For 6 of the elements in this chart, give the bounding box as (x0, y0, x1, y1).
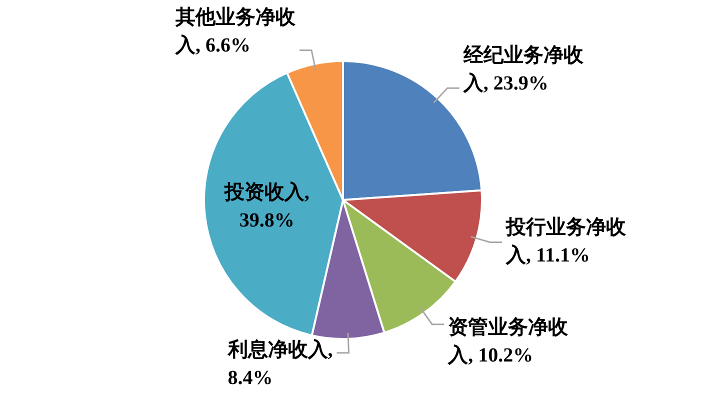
slice-label: 投行业务净收入, 11.1% (505, 216, 628, 266)
slice-label: 投资收入, 39.8% (223, 180, 310, 232)
slice-label: 经纪业务净收入, 23.9% (462, 44, 584, 94)
slice-label: 利息净收入, 8.4% (226, 338, 333, 390)
slice-label: 其他业务净收入, 6.6% (174, 6, 297, 56)
slice-label: 资管业务净收入, 10.2% (447, 316, 570, 367)
